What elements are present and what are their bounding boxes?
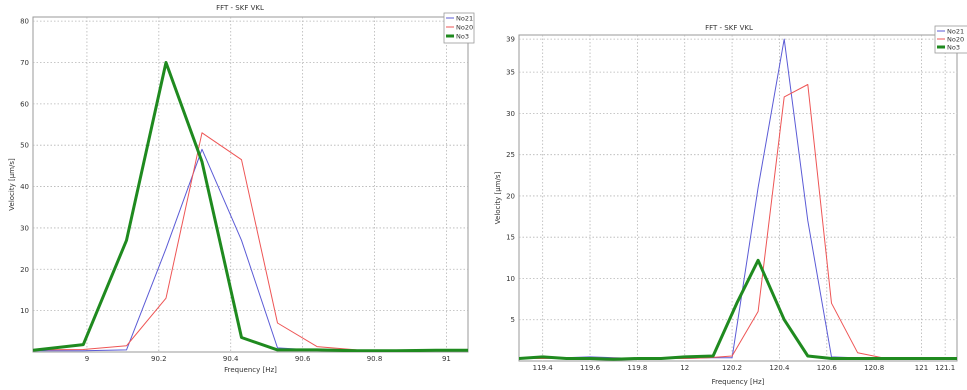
chart-2: 119.4 119.6 119.8 12 120.2 120.4 120.6 120.8 121… [494, 24, 967, 386]
y-axis-label: Velocity [µm/s] [8, 158, 16, 211]
x-tick-label: 120.8 [864, 364, 884, 372]
y-tick-label: 20 [506, 192, 515, 200]
chart-1: 9 90.2 90.4 90.6 90.8 91 10 20 30 40 50 60 70 80 FFT -… [8, 4, 475, 374]
y-tick-label: 15 [506, 234, 515, 242]
x-axis-label: Frequency [Hz] [224, 366, 277, 374]
y-tick-label: 20 [20, 266, 29, 274]
legend-label-no20: No20 [947, 36, 964, 44]
chart-title: FFT - SKF VKL [216, 4, 264, 12]
y-tick-label: 80 [20, 18, 29, 26]
x-tick-label: 90.6 [295, 355, 311, 363]
y-tick-label: 50 [20, 142, 29, 150]
y-tick-label: 39 [506, 36, 515, 44]
x-tick-label: 121.1 [935, 364, 955, 372]
x-tick-label: 120.4 [769, 364, 790, 372]
y-tick-label: 25 [506, 151, 515, 159]
series-group [519, 38, 957, 361]
series-group [33, 61, 468, 352]
x-tick-label: 9 [85, 355, 89, 363]
chart-title: FFT - SKF VKL [705, 24, 753, 32]
y-tick-label: 10 [506, 275, 515, 283]
y-tick-label: 30 [20, 224, 29, 232]
y-tick-label: 30 [506, 110, 515, 118]
x-tick-label: 119.4 [533, 364, 554, 372]
y-tick-label: 60 [20, 100, 29, 108]
x-tick-label: 90.2 [151, 355, 167, 363]
series-line-no3 [33, 61, 468, 352]
x-axis-label: Frequency [Hz] [712, 378, 765, 386]
x-tick-label: 12 [680, 364, 689, 372]
x-tick-label: 121 [915, 364, 928, 372]
x-tick-label: 120.2 [722, 364, 742, 372]
x-tick-label: 120.6 [817, 364, 838, 372]
legend-label-no3: No3 [947, 44, 960, 52]
legend-label-no21: No21 [947, 28, 964, 36]
y-tick-label: 35 [506, 69, 515, 77]
y-tick-label: 40 [20, 183, 29, 191]
legend-label-no20: No20 [456, 24, 473, 32]
x-tick-label: 119.6 [580, 364, 601, 372]
plot-area [32, 16, 469, 353]
x-tick-label: 91 [442, 355, 451, 363]
series-line-no3 [519, 258, 957, 361]
legend-label-no21: No21 [456, 15, 473, 23]
plot-area [518, 34, 958, 362]
x-tick-label: 90.4 [223, 355, 239, 363]
x-tick-label: 119.8 [627, 364, 647, 372]
y-axis-label: Velocity [µm/s] [494, 172, 502, 225]
legend-label-no3: No3 [456, 33, 469, 41]
y-tick-label: 70 [20, 59, 29, 67]
x-tick-label: 90.8 [367, 355, 383, 363]
y-tick-label: 5 [511, 316, 515, 324]
y-tick-label: 10 [20, 307, 29, 315]
